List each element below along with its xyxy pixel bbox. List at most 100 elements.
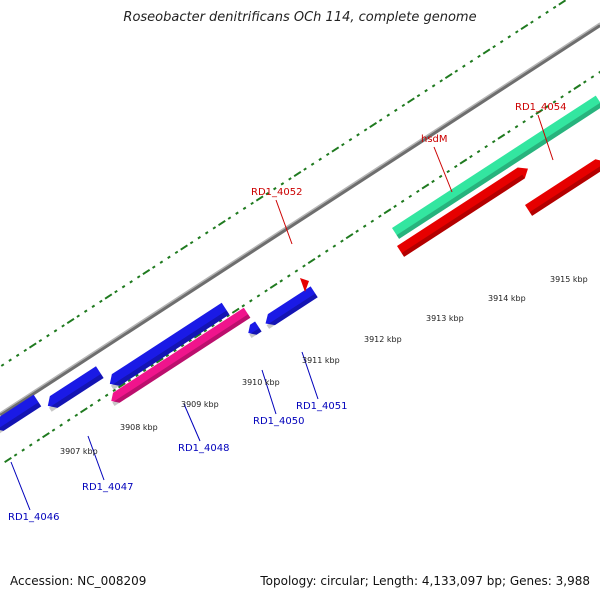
lower-tick-mark bbox=[491, 139, 496, 144]
upper-tick-mark bbox=[482, 48, 491, 55]
upper-tick-mark bbox=[152, 265, 156, 269]
gene-label-rd1-4050: RD1_4050 bbox=[253, 416, 304, 427]
lower-tick-mark bbox=[51, 428, 56, 432]
label-leader-line bbox=[183, 403, 201, 442]
scale-label: 3915 kbp bbox=[550, 275, 588, 284]
lower-tick-mark bbox=[127, 378, 132, 383]
upper-tick-mark bbox=[91, 304, 96, 308]
lower-tick-mark bbox=[165, 353, 170, 358]
gene-arrow-rd1-4048-shade bbox=[112, 314, 251, 407]
upper-tick-mark bbox=[310, 162, 315, 166]
backbone-line bbox=[0, 23, 600, 417]
upper-tick-mark bbox=[76, 314, 80, 318]
label-leader-line bbox=[10, 461, 31, 511]
label-leader-line bbox=[537, 114, 554, 161]
upper-tick-mark bbox=[288, 177, 292, 181]
lower-tick-mark bbox=[583, 80, 587, 84]
lower-tick-mark bbox=[42, 432, 50, 439]
lower-tick-mark bbox=[66, 418, 71, 422]
upper-tick-mark bbox=[369, 121, 378, 129]
upper-tick-mark bbox=[0, 363, 5, 367]
lower-tick-mark bbox=[226, 314, 230, 318]
scale-label: 3908 kbp bbox=[120, 423, 158, 432]
map-title: Roseobacter denitrificans OCh 114, compl… bbox=[123, 10, 477, 25]
lower-tick-mark bbox=[307, 258, 316, 265]
upper-tick-mark bbox=[530, 20, 534, 24]
lower-tick-mark bbox=[340, 239, 344, 243]
upper-tick-mark bbox=[136, 275, 141, 279]
lower-tick-mark bbox=[421, 183, 430, 190]
upper-tick-mark bbox=[439, 79, 443, 83]
scale-labels: 3907 kbp 3908 kbp 3909 kbp 3910 kbp 3911 kbp… bbox=[60, 275, 588, 456]
upper-tick-mark bbox=[303, 167, 307, 171]
upper-tick-mark bbox=[431, 84, 436, 88]
lower-tick-mark bbox=[378, 214, 382, 218]
lower-tick-mark bbox=[79, 407, 88, 414]
upper-tick-mark bbox=[250, 201, 254, 206]
upper-tick-mark bbox=[227, 216, 232, 220]
lower-tick-mark bbox=[446, 169, 451, 174]
gene-arrow-hsdm bbox=[392, 95, 600, 239]
upper-tick-mark bbox=[242, 206, 247, 210]
upper-tick-mark bbox=[255, 195, 264, 202]
lower-tick-mark bbox=[135, 373, 139, 378]
upper-tick-mark bbox=[394, 108, 398, 112]
upper-tick-mark bbox=[8, 358, 12, 362]
lower-tick-mark bbox=[21, 448, 25, 452]
upper-tick-mark bbox=[265, 191, 270, 196]
lower-tick-mark bbox=[507, 130, 511, 134]
lower-tick-mark bbox=[264, 289, 268, 293]
lower-tick-mark bbox=[497, 133, 506, 140]
upper-tick-mark bbox=[142, 268, 151, 276]
gene-arrow-rd1-4046-shade bbox=[0, 402, 42, 434]
upper-tick-mark bbox=[378, 118, 383, 122]
lower-tick-mark bbox=[438, 174, 443, 179]
lower-tick-mark bbox=[241, 304, 246, 308]
lower-tick-mark bbox=[552, 100, 557, 104]
upper-tick-mark bbox=[61, 324, 65, 328]
lower-tick-mark bbox=[287, 274, 291, 278]
upper-tick-mark bbox=[204, 231, 209, 235]
upper-tick-mark bbox=[104, 293, 113, 300]
gene-arrow-rd1-4050-shade bbox=[249, 328, 262, 339]
gene-label-rd1-4054: RD1_4054 bbox=[515, 102, 566, 113]
lower-tick-mark bbox=[545, 105, 549, 109]
upper-tick-mark bbox=[114, 289, 118, 294]
gene-label-rd1-4051: RD1_4051 bbox=[296, 401, 347, 412]
upper-tick-mark bbox=[197, 236, 201, 240]
lower-tick-mark bbox=[13, 453, 18, 457]
gene-label-rd1-4048: RD1_4048 bbox=[178, 443, 229, 454]
lower-tick-mark bbox=[117, 382, 126, 389]
upper-tick-mark bbox=[28, 342, 37, 349]
genome-stats-text: Topology: circular; Length: 4,133,097 bp… bbox=[260, 574, 590, 588]
lower-tick-mark bbox=[89, 403, 94, 407]
lower-tick-mark bbox=[598, 70, 600, 74]
gene-features[interactable] bbox=[0, 95, 600, 435]
upper-tick-mark bbox=[462, 64, 466, 68]
upper-tick-mark bbox=[66, 317, 75, 325]
upper-tick-mark bbox=[363, 128, 368, 132]
lower-tick-mark bbox=[36, 438, 41, 442]
lower-tick-mark bbox=[560, 95, 564, 99]
accession-text: Accession: NC_008209 bbox=[10, 574, 147, 588]
lower-tick-mark bbox=[112, 388, 117, 393]
lower-tick-mark bbox=[180, 343, 185, 348]
lower-tick-mark bbox=[459, 158, 468, 165]
lower-tick-mark bbox=[302, 264, 306, 268]
upper-tick-mark bbox=[416, 93, 421, 98]
gene-label-rd1-4046: RD1_4046 bbox=[8, 512, 59, 523]
lower-tick-mark bbox=[155, 357, 164, 364]
upper-tick-mark bbox=[167, 255, 171, 259]
lower-tick-mark bbox=[104, 393, 109, 397]
lower-tick-mark bbox=[484, 144, 488, 149]
gene-arrow-rd1-4047 bbox=[47, 366, 104, 408]
gene-arrow-rd1-4050 bbox=[248, 321, 262, 335]
lower-tick-mark bbox=[324, 249, 329, 253]
lower-tick-mark bbox=[211, 324, 215, 328]
upper-tick-mark bbox=[325, 152, 330, 157]
backbone bbox=[0, 22, 600, 417]
lower-tick-mark bbox=[535, 108, 544, 115]
upper-tick-mark bbox=[212, 226, 217, 230]
lower-tick-mark bbox=[522, 120, 526, 124]
